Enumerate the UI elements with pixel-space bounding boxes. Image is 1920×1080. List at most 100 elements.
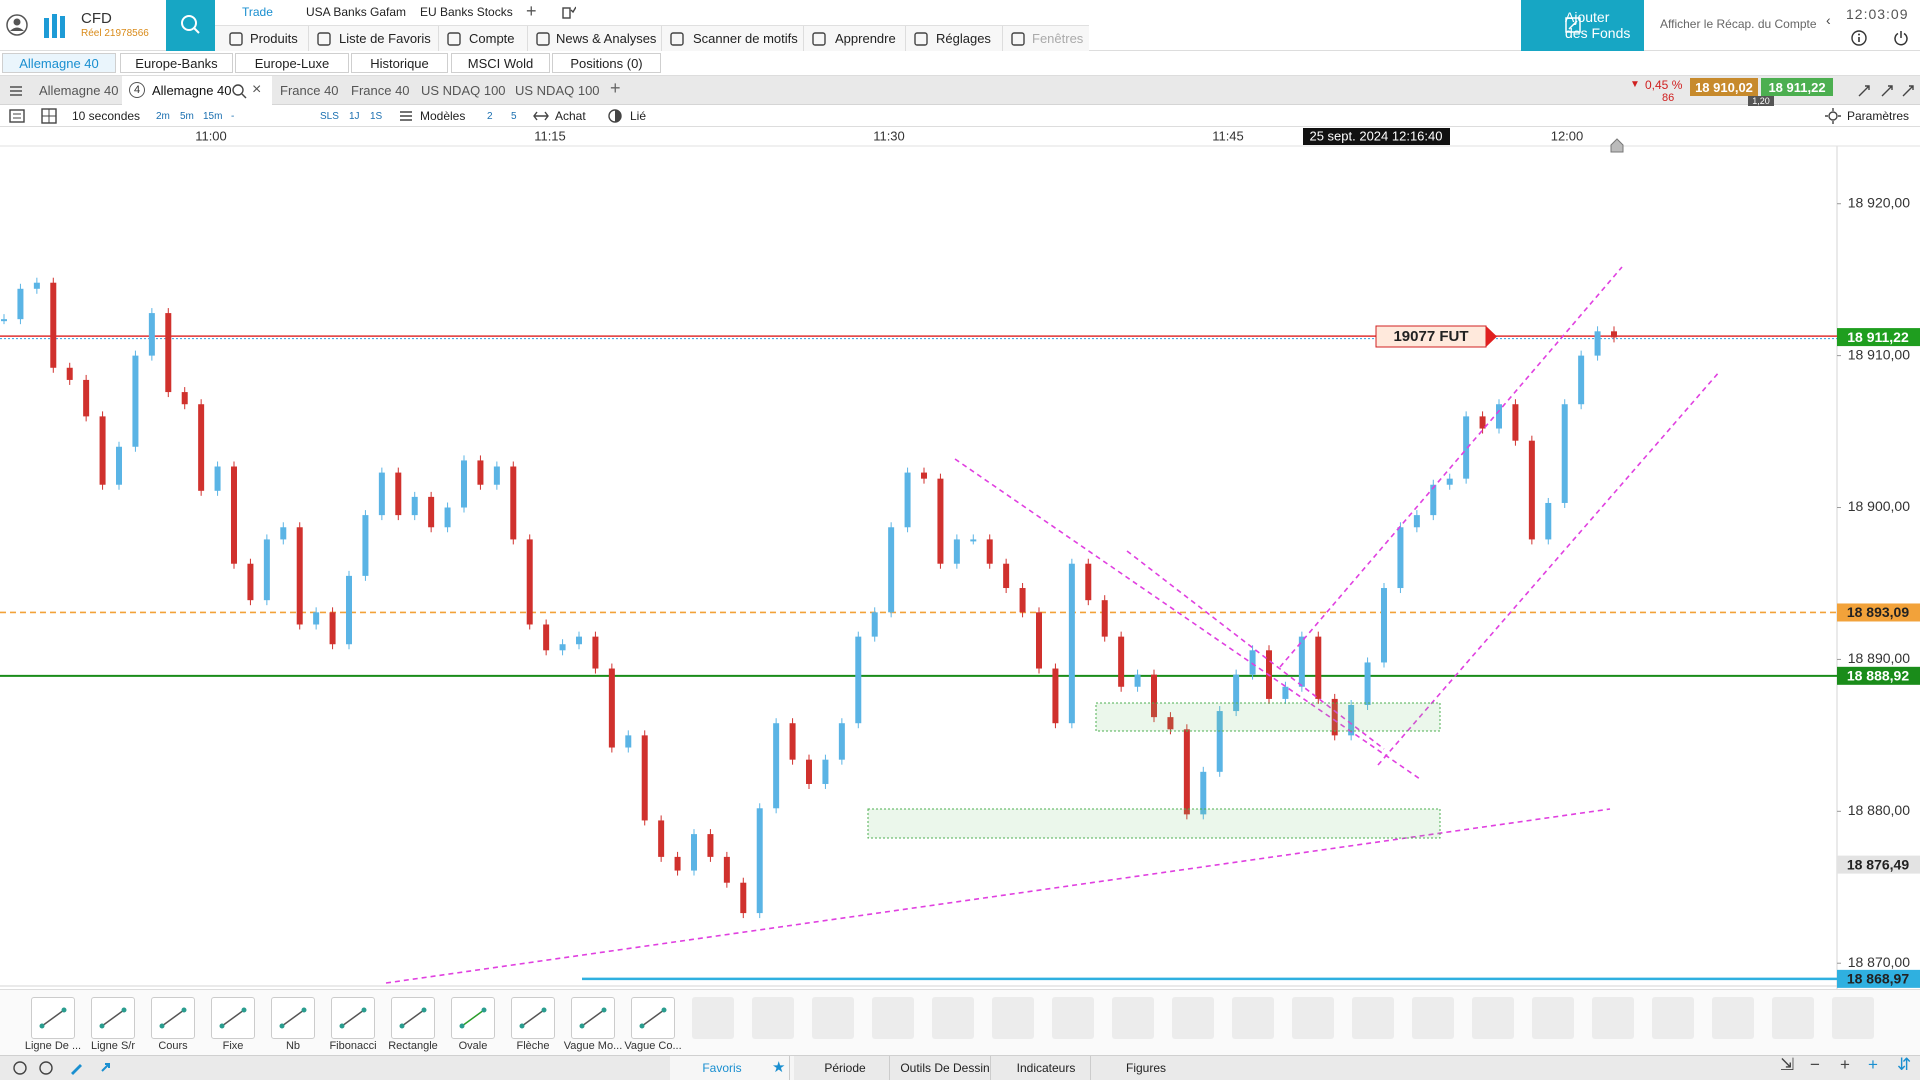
linked[interactable]: Lié — [630, 109, 647, 123]
add-chart-tab[interactable]: + — [610, 78, 621, 98]
list-icon[interactable] — [9, 108, 25, 124]
zoom-control[interactable]: + — [1840, 1055, 1850, 1074]
range-option[interactable]: SLS — [320, 111, 339, 122]
watchlist-tab[interactable]: Allemagne 40 — [2, 53, 116, 73]
top-tab[interactable]: Trade — [242, 5, 273, 19]
tool-icon — [39, 1007, 67, 1029]
menu-item[interactable]: Liste de Favoris — [339, 31, 431, 46]
chart-tab[interactable]: US NDAQ 100 — [515, 83, 600, 98]
tool-button[interactable] — [331, 997, 375, 1039]
top-tab[interactable]: EU Banks Stocks — [420, 5, 513, 19]
count-option[interactable]: 5 — [511, 111, 517, 122]
favorite-star[interactable]: ★ — [772, 1059, 786, 1076]
menu-icon[interactable] — [228, 31, 244, 47]
interval-option[interactable]: 15m — [203, 111, 223, 122]
menu-item[interactable]: Fenêtres — [1032, 31, 1084, 46]
bottom-icon[interactable] — [38, 1060, 54, 1076]
close-tab[interactable]: × — [252, 81, 262, 98]
window-icon[interactable] — [1856, 83, 1872, 99]
pencil-icon[interactable] — [68, 1060, 84, 1076]
menu-item[interactable]: Réglages — [936, 31, 991, 46]
window-icon[interactable] — [1879, 83, 1895, 99]
bottom-tab[interactable]: Outils De Dessin — [900, 1061, 990, 1075]
settings-icon[interactable] — [1825, 108, 1841, 124]
chart-tab[interactable]: Allemagne 40 — [39, 83, 119, 98]
user-icon[interactable] — [6, 14, 28, 36]
chart-tab[interactable]: US NDAQ 100 — [421, 83, 506, 98]
zoom-control[interactable]: ⇵ — [1897, 1055, 1912, 1074]
account-summary[interactable]: Afficher le Récap. du Compte — [1660, 17, 1817, 31]
zoom-control[interactable]: ⇲ — [1780, 1055, 1795, 1074]
zoom-control[interactable]: + — [1868, 1055, 1878, 1074]
range-option[interactable]: 1S — [370, 111, 383, 122]
watchlist-tab[interactable]: Europe-Banks — [120, 53, 233, 73]
magnet-icon[interactable] — [99, 1060, 115, 1076]
tool-button[interactable] — [571, 997, 615, 1039]
ask-price[interactable]: 18 911,22 — [1761, 78, 1833, 96]
menu-item[interactable]: Compte — [469, 31, 515, 46]
menu-item[interactable]: News & Analyses — [556, 31, 657, 46]
tool-button[interactable] — [391, 997, 435, 1039]
count-option[interactable]: 2 — [487, 111, 493, 122]
layout-icon[interactable] — [41, 108, 57, 124]
chart-tab[interactable]: France 40 — [280, 83, 339, 98]
tab-tools-icon[interactable] — [560, 4, 576, 20]
watchlist-tab[interactable]: Europe-Luxe — [235, 53, 349, 73]
window-icon[interactable] — [1900, 83, 1916, 99]
price-label-bg — [1837, 603, 1920, 622]
zoom-control[interactable]: − — [1810, 1055, 1820, 1074]
menu-icon[interactable] — [1010, 31, 1026, 47]
watchlist-tab[interactable]: MSCI Wold — [451, 53, 550, 73]
buy-icon[interactable] — [533, 108, 549, 124]
price-label: 18 893,09 — [1847, 604, 1909, 620]
tool-button[interactable] — [151, 997, 195, 1039]
templates[interactable]: Modèles — [420, 109, 466, 123]
bid-price[interactable]: 18 910,02 — [1690, 78, 1758, 96]
tool-label: Ligne S/r — [90, 1040, 136, 1052]
tool-button[interactable] — [511, 997, 555, 1039]
menu-icon[interactable] — [446, 31, 462, 47]
settings[interactable]: Paramètres — [1847, 109, 1910, 123]
bottom-tab[interactable]: Indicateurs — [1016, 1061, 1076, 1075]
linked-icon[interactable] — [607, 108, 623, 124]
menu-icon[interactable] — [811, 31, 827, 47]
search-button[interactable] — [166, 0, 215, 51]
interval-option[interactable]: - — [231, 111, 235, 122]
tool-button[interactable] — [31, 997, 75, 1039]
tool-button[interactable] — [271, 997, 315, 1039]
add-tab[interactable]: + — [526, 1, 537, 21]
info-icon[interactable] — [1851, 30, 1867, 46]
power-icon[interactable] — [1893, 30, 1909, 46]
interval[interactable]: 10 secondes — [72, 109, 141, 123]
tool-button[interactable] — [91, 997, 135, 1039]
menu-icon[interactable] — [913, 31, 929, 47]
buy[interactable]: Achat — [555, 109, 586, 123]
bottom-tab[interactable]: Période — [824, 1061, 866, 1075]
menu-icon[interactable] — [316, 31, 332, 47]
tool-button[interactable] — [211, 997, 255, 1039]
menu-item[interactable]: Scanner de motifs — [693, 31, 798, 46]
menu-icon[interactable] — [8, 83, 24, 99]
range-option[interactable]: 1J — [349, 111, 360, 122]
chart-tab[interactable]: France 40 — [351, 83, 410, 98]
menu-item[interactable]: Produits — [250, 31, 298, 46]
tool-button[interactable] — [631, 997, 675, 1039]
add-funds[interactable]: Ajouter des Fonds — [1521, 0, 1644, 51]
chart-tab[interactable]: Allemagne 40 — [152, 83, 232, 98]
candle — [1003, 563, 1010, 589]
menu-item[interactable]: Apprendre — [835, 31, 896, 46]
tool-button[interactable] — [451, 997, 495, 1039]
menu-icon[interactable] — [535, 31, 551, 47]
bottom-icon[interactable] — [12, 1060, 28, 1076]
bottom-tab[interactable]: Favoris — [702, 1061, 742, 1075]
menu-icon[interactable] — [669, 31, 685, 47]
top-tab[interactable]: USA Banks Gafam — [306, 5, 407, 19]
interval-option[interactable]: 5m — [180, 111, 194, 122]
interval-option[interactable]: 2m — [156, 111, 170, 122]
watchlist-tab[interactable]: Historique — [351, 53, 448, 73]
templates-icon[interactable] — [398, 108, 414, 124]
bottom-tab[interactable]: Figures — [1125, 1061, 1166, 1075]
watchlist-tab[interactable]: Positions (0) — [552, 53, 661, 73]
chevron[interactable]: ‹ — [1826, 12, 1831, 28]
tab-search-icon[interactable] — [231, 83, 247, 99]
